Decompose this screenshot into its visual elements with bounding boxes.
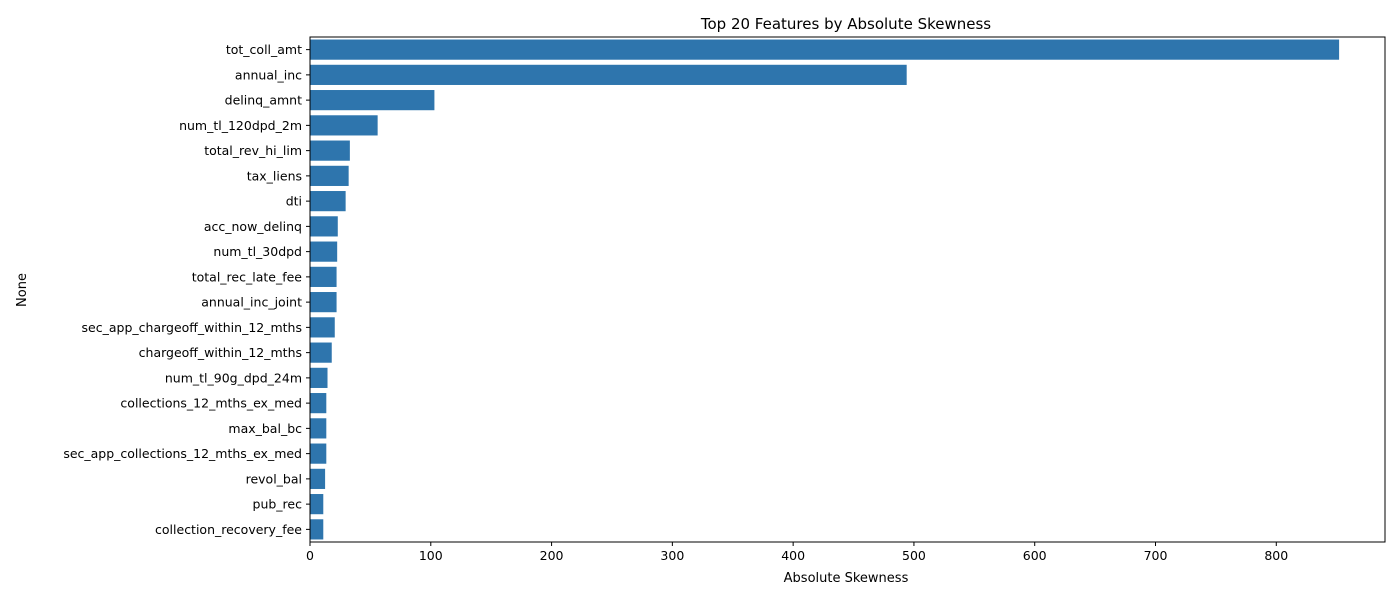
y-tick-label: revol_bal [246,471,302,486]
y-tick-label: annual_inc [235,67,302,82]
bar [310,393,327,414]
bar [310,367,328,388]
bar [310,443,327,464]
y-tick-label: acc_now_delinq [204,219,302,234]
y-tick-label: chargeoff_within_12_mths [139,345,302,360]
bar [310,266,337,287]
bar [310,115,378,136]
x-tick-label: 800 [1264,548,1288,563]
y-tick-label: dti [286,194,302,209]
x-tick-label: 500 [902,548,926,563]
y-axis-label: None [15,273,30,307]
y-tick-label: num_tl_120dpd_2m [179,118,302,133]
bars-group [310,39,1340,540]
x-tick-label: 700 [1144,548,1168,563]
chart-title: Top 20 Features by Absolute Skewness [700,15,991,33]
x-tick-label: 100 [419,548,443,563]
bar [310,165,349,186]
x-tick-label: 200 [540,548,564,563]
bar [310,468,326,489]
y-tick-label: total_rec_late_fee [192,269,303,284]
bar [310,39,1340,60]
x-tick-label: 0 [306,548,314,563]
y-tick-label: total_rev_hi_lim [204,143,302,158]
y-tick-label: tax_liens [247,168,302,183]
y-tick-label: collections_12_mths_ex_med [120,396,302,411]
y-tick-label: sec_app_chargeoff_within_12_mths [82,320,302,335]
y-tick-label: tot_coll_amt [226,42,302,57]
y-axis-ticks: tot_coll_amt annual_inc delinq_amnt num_tl_… [63,42,310,537]
bar [310,216,338,237]
x-tick-label: 400 [781,548,805,563]
bar [310,191,346,212]
bar [310,241,338,262]
y-tick-label: collection_recovery_fee [155,522,302,537]
x-tick-label: 300 [660,548,684,563]
bar [310,418,327,439]
y-tick-label: max_bal_bc [228,421,302,436]
bar [310,140,350,161]
x-tick-label: 600 [1023,548,1047,563]
bar [310,292,337,313]
y-tick-label: num_tl_90g_dpd_24m [165,370,302,385]
bar [310,494,324,515]
y-tick-label: delinq_amnt [225,93,302,108]
bar [310,64,907,85]
bar [310,90,435,111]
y-tick-label: annual_inc_joint [201,295,302,310]
y-tick-label: num_tl_30dpd [213,244,302,259]
bar [310,342,332,363]
bar [310,519,324,540]
y-tick-label: sec_app_collections_12_mths_ex_med [63,446,302,461]
plot-frame [309,36,1386,543]
x-axis-label: Absolute Skewness [784,571,909,586]
x-axis-ticks: 0 100 200 300 400 500 600 700 800 [306,542,1288,563]
bar [310,317,335,338]
y-tick-label: pub_rec [253,497,303,512]
